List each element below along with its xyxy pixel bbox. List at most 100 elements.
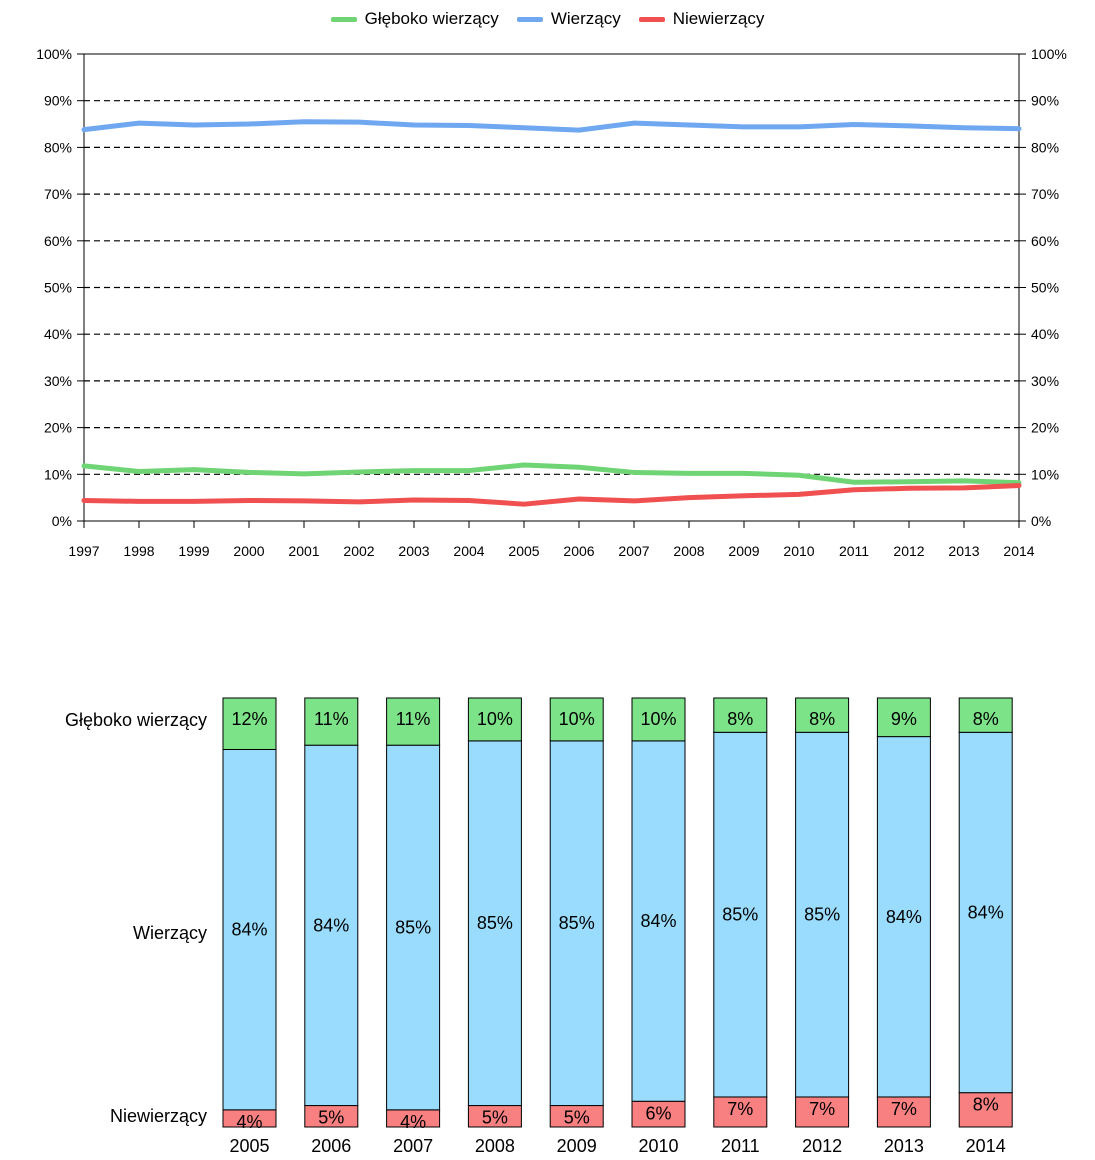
category-label: 2010 bbox=[638, 1136, 678, 1156]
y-tick-label-right: 0% bbox=[1031, 513, 1051, 529]
bar-segment-gleboko-wierzacy bbox=[549, 697, 604, 742]
x-tick-label: 1999 bbox=[178, 543, 209, 559]
y-tick-label-left: 0% bbox=[52, 513, 72, 529]
bar-segment-wierzacy bbox=[304, 744, 359, 1107]
legend-item-gleboko-wierzacy: Głęboko wierzący bbox=[330, 9, 499, 29]
y-tick-label-left: 80% bbox=[44, 139, 72, 155]
bar-segment-niewierzacy bbox=[631, 1100, 686, 1128]
bar-label-gleboko-wierzacy: 8% bbox=[973, 709, 999, 729]
bar-label-niewierzacy: 5% bbox=[318, 1108, 344, 1128]
y-tick-label-left: 30% bbox=[44, 373, 72, 389]
x-tick-label: 2007 bbox=[618, 543, 649, 559]
category-label: 2014 bbox=[966, 1136, 1006, 1156]
y-tick-label-right: 20% bbox=[1031, 420, 1059, 436]
series-line-2 bbox=[81, 483, 1022, 507]
series-line-0 bbox=[81, 462, 1022, 486]
bar-label-niewierzacy: 6% bbox=[645, 1103, 671, 1123]
legend-label-wierzacy: Wierzący bbox=[550, 9, 621, 28]
legend-label-niewierzacy: Niewierzący bbox=[672, 9, 765, 28]
bar-label-wierzacy: 84% bbox=[313, 915, 349, 935]
category-label: 2012 bbox=[802, 1136, 842, 1156]
legend-item-niewierzacy: Niewierzący bbox=[638, 9, 765, 29]
bar-label-niewierzacy: 4% bbox=[236, 1112, 262, 1132]
legend-swatch-wierzacy bbox=[516, 16, 543, 22]
x-tick-label: 2008 bbox=[673, 543, 704, 559]
x-tick-label: 2006 bbox=[563, 543, 594, 559]
bar-segment-gleboko-wierzacy bbox=[222, 697, 277, 750]
row-label: Wierzący bbox=[133, 923, 207, 943]
y-tick-label-right: 30% bbox=[1031, 373, 1059, 389]
bar-label-niewierzacy: 5% bbox=[482, 1108, 508, 1128]
bar-segment-wierzacy bbox=[876, 736, 931, 1098]
bar-label-wierzacy: 84% bbox=[886, 907, 922, 927]
bar-label-gleboko-wierzacy: 9% bbox=[891, 709, 917, 729]
x-tick-label: 2014 bbox=[1003, 543, 1034, 559]
series-line-1 bbox=[81, 119, 1022, 133]
y-tick-label-right: 60% bbox=[1031, 233, 1059, 249]
x-tick-label: 2003 bbox=[398, 543, 429, 559]
bar-label-gleboko-wierzacy: 10% bbox=[559, 709, 595, 729]
bar-segment-gleboko-wierzacy bbox=[386, 697, 441, 746]
bar-label-gleboko-wierzacy: 10% bbox=[477, 709, 513, 729]
bar-segment-wierzacy bbox=[386, 744, 441, 1111]
x-tick-label: 2009 bbox=[728, 543, 759, 559]
bar-segment-wierzacy bbox=[467, 740, 522, 1107]
bar-segment-gleboko-wierzacy bbox=[795, 697, 850, 733]
y-tick-label-left: 60% bbox=[44, 233, 72, 249]
legend-swatch-niewierzacy bbox=[638, 16, 665, 22]
x-tick-label: 2002 bbox=[343, 543, 374, 559]
category-label: 2013 bbox=[884, 1136, 924, 1156]
x-tick-label: 2000 bbox=[233, 543, 264, 559]
category-label: 2007 bbox=[393, 1136, 433, 1156]
category-label: 2009 bbox=[557, 1136, 597, 1156]
bar-label-niewierzacy: 5% bbox=[564, 1108, 590, 1128]
x-tick-label: 2010 bbox=[783, 543, 814, 559]
row-label: Głęboko wierzący bbox=[65, 710, 207, 730]
x-tick-label: 2001 bbox=[288, 543, 319, 559]
bar-segment-gleboko-wierzacy bbox=[958, 697, 1013, 733]
line-chart: 0% 0% 10% 10% 20% 20% 30% 30% 40% 40% 50% 50% 60% 60%… bbox=[36, 46, 1067, 559]
legend-swatch-gleboko-wierzacy bbox=[330, 16, 357, 22]
bar-label-wierzacy: 85% bbox=[722, 905, 758, 925]
y-tick-label-left: 20% bbox=[44, 420, 72, 436]
y-tick-label-right: 90% bbox=[1031, 93, 1059, 109]
legend-item-wierzacy: Wierzący bbox=[516, 9, 621, 29]
bar-label-niewierzacy: 7% bbox=[727, 1099, 753, 1119]
bar-segment-niewierzacy bbox=[958, 1092, 1013, 1128]
stacked-bar-chart: 4% 84% 12% 2005 5% 84% 11% 2006 4% 85% 11% 2007 5% 85… bbox=[65, 697, 1013, 1156]
bar-label-wierzacy: 85% bbox=[395, 918, 431, 938]
category-label: 2011 bbox=[721, 1136, 760, 1156]
x-tick-label: 2004 bbox=[453, 543, 484, 559]
bar-segment-wierzacy bbox=[713, 731, 768, 1098]
bar-segment-wierzacy bbox=[222, 748, 277, 1111]
y-tick-label-left: 40% bbox=[44, 326, 72, 342]
x-tick-label: 2013 bbox=[948, 543, 979, 559]
bar-segment-gleboko-wierzacy bbox=[713, 697, 768, 733]
bar-segment-niewierzacy bbox=[876, 1096, 931, 1128]
bar-label-niewierzacy: 7% bbox=[809, 1099, 835, 1119]
bar-label-wierzacy: 84% bbox=[640, 911, 676, 931]
y-tick-label-right: 100% bbox=[1031, 46, 1067, 62]
bar-label-wierzacy: 85% bbox=[804, 905, 840, 925]
category-label: 2005 bbox=[229, 1136, 269, 1156]
bar-label-niewierzacy: 4% bbox=[400, 1112, 426, 1132]
bar-label-gleboko-wierzacy: 11% bbox=[314, 709, 349, 729]
y-tick-label-right: 70% bbox=[1031, 186, 1059, 202]
bar-label-gleboko-wierzacy: 8% bbox=[809, 709, 835, 729]
bar-label-gleboko-wierzacy: 11% bbox=[396, 709, 431, 729]
bar-label-niewierzacy: 8% bbox=[973, 1095, 999, 1115]
bar-label-niewierzacy: 7% bbox=[891, 1099, 917, 1119]
bar-label-wierzacy: 85% bbox=[477, 913, 513, 933]
y-tick-label-left: 10% bbox=[44, 466, 72, 482]
bar-label-gleboko-wierzacy: 12% bbox=[231, 709, 267, 729]
category-label: 2006 bbox=[311, 1136, 351, 1156]
x-tick-label: 1997 bbox=[68, 543, 99, 559]
y-tick-label-right: 50% bbox=[1031, 280, 1059, 296]
y-tick-label-right: 40% bbox=[1031, 326, 1059, 342]
x-tick-label: 2012 bbox=[893, 543, 924, 559]
legend-label-gleboko-wierzacy: Głęboko wierzący bbox=[364, 9, 499, 28]
bar-segment-gleboko-wierzacy bbox=[467, 697, 522, 742]
bar-segment-gleboko-wierzacy bbox=[876, 697, 931, 738]
y-tick-label-left: 70% bbox=[44, 186, 72, 202]
